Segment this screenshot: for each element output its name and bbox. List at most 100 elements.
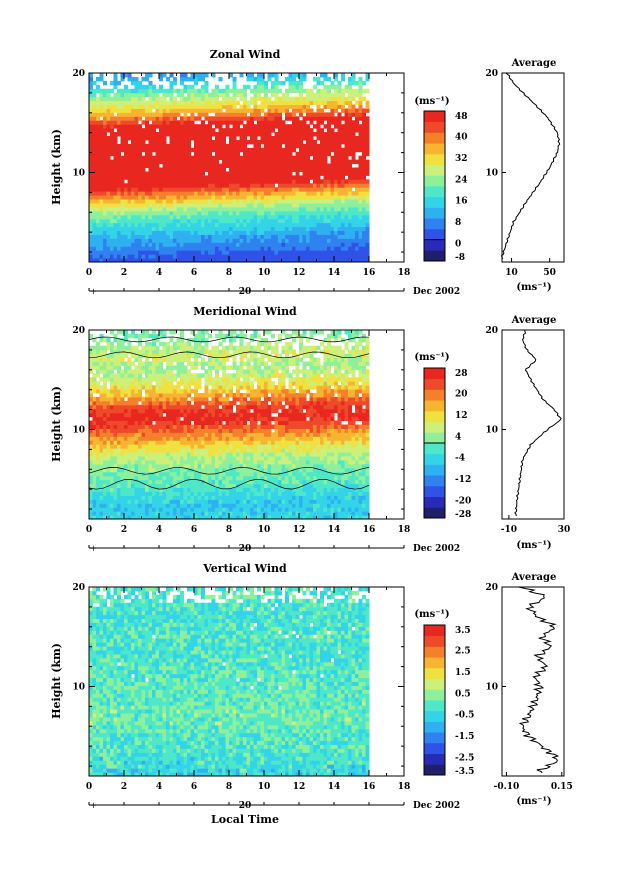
heatmap-cell xyxy=(365,218,370,224)
heatmap-cell xyxy=(173,254,177,259)
heatmap-cell xyxy=(250,503,254,508)
heatmap-cell xyxy=(323,183,328,188)
heatmap-cell xyxy=(117,96,121,102)
heatmap-cell xyxy=(106,187,111,192)
heatmap-cell xyxy=(236,120,240,125)
heatmap-cell xyxy=(334,179,338,184)
heatmap-cell xyxy=(313,175,317,180)
heatmap-cell xyxy=(274,463,279,469)
heatmap-cell xyxy=(201,104,205,109)
heatmap-cell xyxy=(316,191,321,196)
heatmap-cell xyxy=(166,104,170,109)
heatmap-cell xyxy=(201,250,205,255)
heatmap-cell xyxy=(197,495,202,500)
heatmap-cell xyxy=(194,222,198,228)
heatmap-cell xyxy=(211,191,216,196)
heatmap-cell xyxy=(120,467,125,473)
heatmap-cell xyxy=(351,124,356,129)
heatmap-cell xyxy=(169,132,174,137)
heatmap-cell xyxy=(152,234,156,239)
heatmap-cell xyxy=(232,179,237,184)
day-label-zonal: 20 xyxy=(239,287,252,297)
heatmap-cell xyxy=(103,491,107,496)
heatmap-cell xyxy=(92,250,97,255)
heatmap-cell xyxy=(267,116,272,121)
heatmap-cell xyxy=(176,495,181,500)
heatmap-cell xyxy=(99,76,104,82)
heatmap-cell xyxy=(92,499,97,504)
heatmap-cell xyxy=(222,483,226,488)
heatmap-cell xyxy=(218,254,223,259)
heatmap-cell xyxy=(302,124,307,129)
heatmap-cell xyxy=(159,124,163,129)
heatmap-cell xyxy=(124,73,128,78)
heatmap-cell xyxy=(257,214,261,220)
heatmap-cell xyxy=(348,100,352,105)
heatmap-cell xyxy=(194,167,198,172)
heatmap-cell xyxy=(348,515,352,520)
heatmap-cell xyxy=(215,167,219,172)
heatmap-cell xyxy=(250,456,254,461)
heatmap-cell xyxy=(96,159,100,165)
heatmap-cell xyxy=(148,73,153,78)
heatmap-cell xyxy=(141,218,146,224)
heatmap-cell xyxy=(288,171,293,176)
heatmap-cell xyxy=(183,96,188,102)
heatmap-cell xyxy=(299,503,303,508)
heatmap-cell xyxy=(183,491,188,496)
heatmap-cell xyxy=(169,471,174,477)
heatmap-cell xyxy=(351,147,356,153)
heatmap-cell xyxy=(152,258,156,263)
heatmap-cell xyxy=(162,459,167,465)
heatmap-cell xyxy=(362,456,366,461)
heatmap-cell xyxy=(141,463,146,469)
ylabel-zonal: Height (km) xyxy=(50,129,63,205)
heatmap-cell xyxy=(215,100,219,105)
heatmap-cell xyxy=(271,73,275,78)
heatmap-cell xyxy=(302,155,307,161)
x-tick-label: 2 xyxy=(121,268,127,278)
heatmap-cell xyxy=(204,124,209,129)
heatmap-cell xyxy=(127,108,132,113)
colorbar-tick-label: 0 xyxy=(455,240,461,250)
heatmap-cell xyxy=(120,195,125,200)
heatmap-cell xyxy=(166,116,170,121)
heatmap-cell xyxy=(180,96,184,102)
heatmap-cell xyxy=(169,475,174,481)
heatmap-cell xyxy=(292,199,296,204)
heatmap-cell xyxy=(120,124,125,129)
heatmap-cell xyxy=(362,503,366,508)
heatmap-cell xyxy=(204,167,209,172)
heatmap-cell xyxy=(225,471,230,477)
heatmap-cell xyxy=(99,143,104,149)
heatmap-cell xyxy=(218,479,223,485)
heatmap-cell xyxy=(355,463,359,469)
heatmap-cell xyxy=(271,210,275,216)
heatmap-cell xyxy=(138,88,142,94)
heatmap-cell xyxy=(173,515,177,520)
heatmap-cell xyxy=(131,96,135,102)
heatmap-cell xyxy=(103,159,107,165)
heatmap-cell xyxy=(183,104,188,109)
heatmap-cell xyxy=(120,238,125,243)
heatmap-cell xyxy=(110,128,114,133)
heatmap-cell xyxy=(239,250,244,255)
heatmap-cell xyxy=(159,120,163,125)
heatmap-cell xyxy=(260,475,265,481)
heatmap-cell xyxy=(355,80,359,86)
heatmap-cell xyxy=(337,242,342,247)
heatmap-cell xyxy=(96,487,100,492)
heatmap-cell xyxy=(271,222,275,228)
heatmap-cell xyxy=(337,479,342,485)
heatmap-cell xyxy=(348,467,352,473)
heatmap-cell xyxy=(344,155,349,161)
heatmap-cell xyxy=(306,183,310,188)
heatmap-cell xyxy=(365,222,370,228)
heatmap-cell xyxy=(145,242,149,247)
heatmap-cell xyxy=(330,250,335,255)
heatmap-cell xyxy=(145,175,149,180)
heatmap-cell xyxy=(323,195,328,200)
heatmap-cell xyxy=(131,80,135,86)
heatmap-cell xyxy=(264,467,268,473)
heatmap-cell xyxy=(204,483,209,488)
